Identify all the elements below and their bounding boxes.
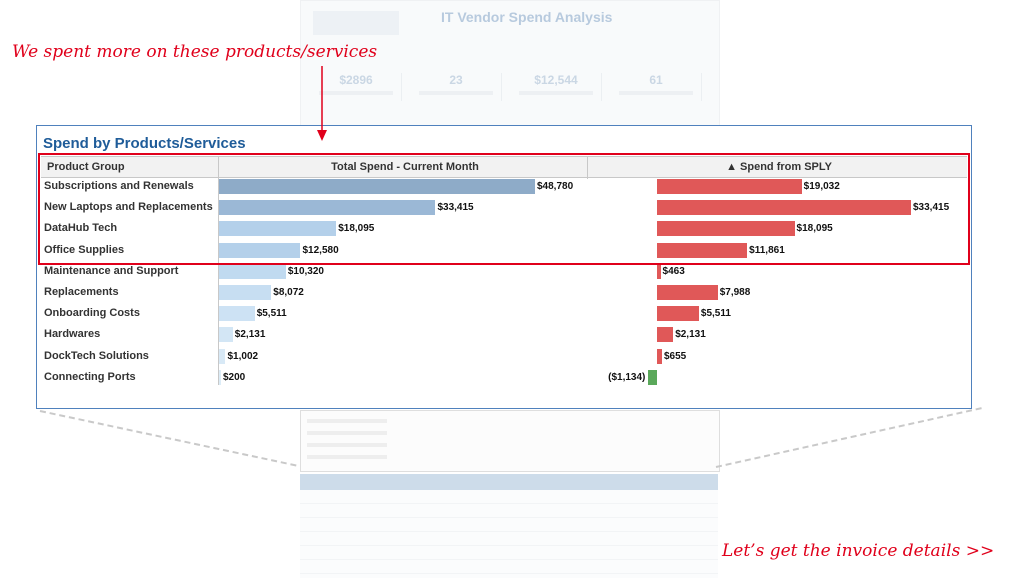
sply-bar[interactable] bbox=[657, 285, 718, 300]
total-spend-value: $8,072 bbox=[273, 287, 304, 298]
sply-bar[interactable] bbox=[657, 306, 699, 322]
sply-value: $5,511 bbox=[700, 308, 731, 320]
sply-value: $655 bbox=[663, 350, 687, 362]
sply-bar[interactable] bbox=[657, 327, 674, 343]
sply-bar[interactable] bbox=[657, 221, 795, 237]
product-label: Maintenance and Support bbox=[44, 264, 179, 277]
total-spend-value: $1,002 bbox=[227, 350, 259, 362]
header-total-spend: Total Spend - Current Month bbox=[331, 161, 479, 173]
sply-bar[interactable] bbox=[648, 369, 657, 385]
sply-value: $33,415 bbox=[913, 202, 950, 214]
total-spend-bar[interactable] bbox=[219, 285, 272, 300]
table-header: Product Group Total Spend - Current Mont… bbox=[41, 156, 967, 178]
annotation-top: We spent more on these products/services bbox=[12, 42, 378, 62]
background-kpi: $12,544 bbox=[511, 73, 602, 101]
total-spend-value: $33,415 bbox=[437, 202, 474, 214]
background-dashboard: IT Vendor Spend Analysis $2896 23 $12,54… bbox=[300, 0, 720, 132]
background-dashboard-title: IT Vendor Spend Analysis bbox=[441, 9, 613, 25]
total-spend-value: $18,095 bbox=[338, 223, 375, 235]
total-spend-bar[interactable] bbox=[219, 242, 301, 258]
total-spend-value: $48,780 bbox=[537, 181, 574, 192]
product-label: Replacements bbox=[44, 286, 119, 298]
product-label: Connecting Ports bbox=[44, 370, 136, 383]
header-spend-sply: ▲ Spend from SPLY bbox=[726, 161, 832, 173]
column-divider bbox=[587, 157, 588, 179]
background-kpi: 23 bbox=[411, 73, 502, 101]
sply-value: $19,032 bbox=[803, 181, 840, 192]
product-label: Onboarding Costs bbox=[44, 307, 140, 320]
total-spend-bar[interactable] bbox=[219, 348, 226, 364]
product-label: DataHub Tech bbox=[44, 222, 118, 235]
column-divider bbox=[218, 157, 219, 385]
sply-value: $18,095 bbox=[796, 223, 833, 235]
sply-value: ($1,134) bbox=[608, 371, 646, 383]
background-invoice-table bbox=[300, 474, 718, 578]
background-kpi: 61 bbox=[611, 73, 702, 101]
background-kpi: $2896 bbox=[311, 73, 402, 101]
sply-bar[interactable] bbox=[657, 179, 802, 194]
sply-value: $2,131 bbox=[675, 329, 706, 341]
sply-bar[interactable] bbox=[657, 200, 911, 216]
receptive-analytics-logo bbox=[313, 11, 399, 35]
sply-value: $11,861 bbox=[749, 244, 785, 256]
header-product-group: Product Group bbox=[47, 161, 125, 173]
spend-panel: Spend by Products/Services Product Group… bbox=[36, 125, 972, 409]
sply-value: $7,988 bbox=[719, 287, 751, 298]
sply-bar[interactable] bbox=[657, 263, 661, 279]
total-spend-bar[interactable] bbox=[219, 263, 286, 279]
product-label: New Laptops and Replacements bbox=[44, 201, 213, 214]
background-lower-panel bbox=[300, 410, 720, 472]
panel-title: Spend by Products/Services bbox=[43, 135, 246, 152]
total-spend-bar[interactable] bbox=[219, 369, 221, 385]
product-label: DockTech Solutions bbox=[44, 349, 149, 362]
projection-line-left bbox=[39, 410, 297, 467]
product-label: Hardwares bbox=[44, 328, 101, 341]
total-spend-value: $200 bbox=[223, 371, 246, 383]
total-spend-bar[interactable] bbox=[219, 306, 255, 322]
annotation-bottom: Let’s get the invoice details >> bbox=[722, 541, 995, 561]
total-spend-value: $5,511 bbox=[256, 308, 287, 320]
projection-line-right bbox=[715, 407, 982, 468]
total-spend-bar[interactable] bbox=[219, 179, 535, 194]
total-spend-bar[interactable] bbox=[219, 200, 436, 216]
product-label: Subscriptions and Renewals bbox=[44, 180, 194, 192]
sply-bar[interactable] bbox=[657, 348, 662, 364]
sply-value: $463 bbox=[662, 265, 685, 277]
total-spend-value: $12,580 bbox=[302, 244, 339, 256]
total-spend-bar[interactable] bbox=[219, 327, 233, 343]
total-spend-bar[interactable] bbox=[219, 221, 337, 237]
product-label: Office Supplies bbox=[44, 243, 125, 256]
total-spend-value: $10,320 bbox=[287, 265, 324, 277]
total-spend-value: $2,131 bbox=[234, 329, 266, 341]
sply-bar[interactable] bbox=[657, 242, 748, 258]
